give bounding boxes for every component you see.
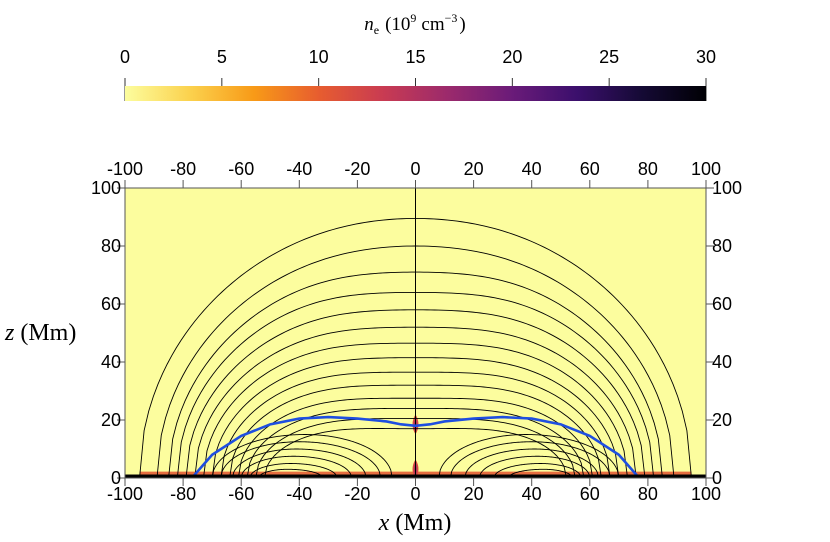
- x-tick-label-bottom: -60: [228, 484, 254, 504]
- inner-field-line: [232, 448, 367, 478]
- x-tick-label-top: -40: [286, 159, 312, 179]
- x-tick-label-bottom: -80: [170, 484, 196, 504]
- inner-field-line: [438, 434, 620, 478]
- inner-field-line: [493, 463, 582, 478]
- inner-field-line: [449, 441, 611, 478]
- chromosphere-band: [125, 474, 706, 478]
- colorbar-tick-label: 25: [599, 47, 619, 67]
- x-tick-label-bottom: 40: [522, 484, 542, 504]
- y-tick-label-right: 100: [712, 178, 742, 198]
- y-tick-label-left: 80: [101, 236, 121, 256]
- y-axis-title-var: z: [4, 320, 15, 346]
- inner-field-line: [478, 455, 591, 478]
- colorbar-tick-label: 5: [217, 47, 227, 67]
- x-tick-label-bottom: -20: [344, 484, 370, 504]
- x-tick-label-top: 80: [638, 159, 658, 179]
- x-tick-label-top: 40: [522, 159, 542, 179]
- y-tick-label-left: 60: [101, 294, 121, 314]
- x-tick-label-top: -20: [344, 159, 370, 179]
- x-tick-label-top: -100: [107, 159, 143, 179]
- colorbar-tick-label: 20: [502, 47, 522, 67]
- inner-field-line: [249, 463, 338, 478]
- y-tick-label-left: 0: [111, 468, 121, 488]
- y-axis-title-unit: (Mm): [20, 320, 76, 346]
- colorbar-title-unit-exp: 9: [410, 11, 416, 25]
- colorbar-tick-label: 0: [120, 47, 130, 67]
- x-tick-label-top: -80: [170, 159, 196, 179]
- colorbar: [125, 86, 706, 101]
- y-tick-label-right: 20: [712, 410, 732, 430]
- colorbar-title-unit-base: (10: [385, 14, 410, 35]
- inner-field-line: [240, 455, 353, 478]
- colorbar-tick-label: 10: [309, 47, 329, 67]
- colorbar-title: ne (109 cm−3): [364, 11, 465, 37]
- colorbar-title-unit-cm: cm: [421, 14, 444, 35]
- y-tick-label-right: 40: [712, 352, 732, 372]
- colorbar-title-close: ): [459, 14, 465, 35]
- inner-field-line: [258, 468, 323, 478]
- colorbar-tick-label: 30: [696, 47, 716, 67]
- inner-field-line: [211, 434, 393, 478]
- inner-field-line: [464, 448, 599, 478]
- x-tick-label-top: 0: [410, 159, 420, 179]
- y-tick-label-right: 80: [712, 236, 732, 256]
- separatrix-line: [190, 415, 641, 478]
- x-tick-label-bottom: 0: [410, 484, 420, 504]
- inner-field-line: [508, 468, 573, 478]
- colorbar-title-sub: e: [374, 23, 379, 37]
- y-tick-label-left: 100: [91, 178, 121, 198]
- x-tick-label-bottom: -40: [286, 484, 312, 504]
- colorbar-tick-label: 15: [405, 47, 425, 67]
- y-tick-label-left: 20: [101, 410, 121, 430]
- y-tick-label-left: 40: [101, 352, 121, 372]
- y-axis-title: z (Mm): [4, 320, 76, 346]
- x-tick-label-top: 100: [691, 159, 721, 179]
- x-tick-label-bottom: -100: [107, 484, 143, 504]
- x-tick-label-top: -60: [228, 159, 254, 179]
- x-tick-label-bottom: 80: [638, 484, 658, 504]
- x-tick-label-bottom: 20: [464, 484, 484, 504]
- x-tick-label-bottom: 60: [580, 484, 600, 504]
- y-tick-label-right: 0: [712, 468, 722, 488]
- x-tick-label-top: 60: [580, 159, 600, 179]
- x-axis-title: x (Mm): [378, 510, 452, 536]
- axes: -100 -100 -80 -80 -60 -60 -40 -40 -20 -20 0 0 20 20 40…: [91, 159, 742, 504]
- colorbar-title-var: n: [364, 14, 374, 35]
- x-tick-label-bottom: 100: [691, 484, 721, 504]
- y-tick-label-right: 60: [712, 294, 732, 314]
- x-axis-title-unit: (Mm): [395, 510, 451, 536]
- inner-field-line: [220, 441, 382, 478]
- colorbar-title-unit-cm-exp: −3: [445, 11, 458, 25]
- x-axis-title-var: x: [378, 510, 390, 536]
- x-tick-label-top: 20: [464, 159, 484, 179]
